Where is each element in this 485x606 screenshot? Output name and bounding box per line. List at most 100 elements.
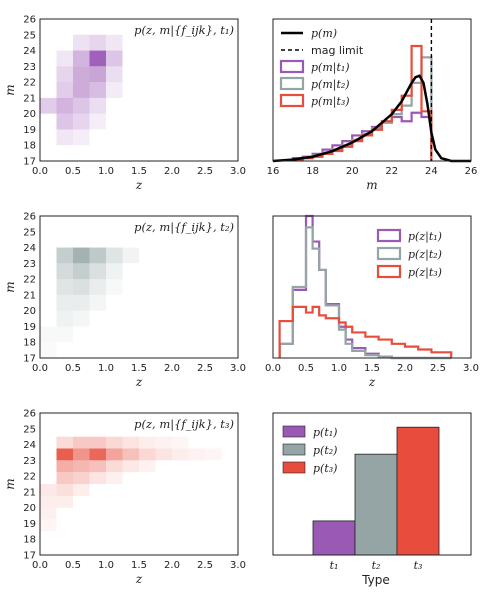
heatmap-cell <box>106 82 123 98</box>
x-tick-label: 3.0 <box>463 363 479 374</box>
heatmap-cell <box>122 448 139 461</box>
heatmap-cell <box>106 263 123 280</box>
heatmap-cell <box>172 448 189 461</box>
x-tick-label: 1.0 <box>331 363 347 374</box>
legend-label: mag limit <box>311 44 364 57</box>
heatmap-cell <box>89 472 106 484</box>
legend-box-handle <box>279 76 305 91</box>
heatmap-cell <box>73 448 90 461</box>
heatmap-cell <box>73 66 90 83</box>
heatmap-cell <box>89 279 106 295</box>
x-tick-label: 2.0 <box>397 363 413 374</box>
hist-z-axes-frame <box>272 215 472 359</box>
heatmap-cell <box>56 460 73 473</box>
x-tick-label: 3.0 <box>230 363 246 374</box>
legend-box-handle <box>279 93 305 108</box>
heatmap-cell <box>73 82 90 98</box>
x-tick-label: 18 <box>306 166 319 177</box>
x-tick-label: 2.0 <box>164 363 180 374</box>
histogram-series-3 <box>278 305 453 358</box>
legend-label: p(z|t₃) <box>408 266 442 280</box>
heatmap-cell <box>122 436 139 449</box>
x-tick-label: 0.5 <box>65 166 81 177</box>
heatmap-cell <box>139 436 156 449</box>
heatmap-cell <box>73 97 90 114</box>
heatmap-cell <box>89 113 106 130</box>
heatmap-cell <box>56 472 73 484</box>
x-axis-label: z <box>135 178 143 192</box>
heatmap-cell <box>73 263 90 280</box>
legend-box-handle <box>376 228 402 243</box>
heatmap-cell <box>73 310 90 327</box>
heatmap-cell <box>56 448 73 461</box>
histogram-series-2 <box>278 226 452 360</box>
y-tick-label: 20 <box>23 306 36 317</box>
bar-type-panel: t₁ t₂ t₃ Type p(t₁) p(t₂) p(t₃) <box>282 425 440 587</box>
heat2-panel: 0.0 0.5 1.0 1.5 2.0 2.5 3.0 17 18 19 20 21 22 23 24 25 2… <box>3 212 246 390</box>
heatmap-cell <box>40 495 57 508</box>
legend-label: p(m|t₁) <box>311 61 350 75</box>
x-tick-label: 2.5 <box>197 560 213 571</box>
x-tick-label: 3.0 <box>230 560 246 571</box>
heatmap-cell <box>106 66 123 83</box>
heatmap-cell <box>73 294 90 311</box>
heatmap-cell <box>56 129 73 146</box>
bar-2 <box>354 453 398 556</box>
y-tick-label: 26 <box>23 212 36 223</box>
y-tick-label: 17 <box>23 354 36 365</box>
y-tick-label: 18 <box>23 535 36 546</box>
heatmap-cell <box>56 436 73 449</box>
y-tick-label: 23 <box>23 259 36 270</box>
heatmap-cell <box>56 82 73 98</box>
y-tick-label: 22 <box>23 78 36 89</box>
x-axis-label: z <box>135 375 143 389</box>
heatmap-cell <box>106 436 123 449</box>
legend-label: p(m) <box>311 27 337 40</box>
x-tick-label: 24 <box>425 166 438 177</box>
heatmap-cell <box>56 326 73 343</box>
y-tick-label: 24 <box>23 440 36 451</box>
heatmap-cell <box>122 460 139 473</box>
x-tick-label: t₂ <box>372 559 381 572</box>
heatmap-cell <box>89 448 106 461</box>
y-tick-label: 19 <box>23 125 36 136</box>
heat2-axes-frame <box>39 215 239 359</box>
heatmap-cell <box>56 113 73 130</box>
bar-1 <box>312 520 356 556</box>
y-tick-label: 26 <box>23 409 36 420</box>
panel-annotation: p(z, m|{f_ijk}, t₃) <box>134 417 234 432</box>
heat3-axes-frame <box>39 412 239 556</box>
heatmap-cell <box>89 247 106 264</box>
x-tick-label: 2.5 <box>197 166 213 177</box>
p-m-curve <box>272 74 471 163</box>
x-tick-label: 1.0 <box>98 560 114 571</box>
y-tick-label: 17 <box>23 551 36 562</box>
heat1-panel: 0.0 0.5 1.0 1.5 2.0 2.5 3.0 17 18 19 20 21 22 23 24 25 2… <box>3 15 246 193</box>
hist-z-panel: 0.0 0.5 1.0 1.5 2.0 2.5 3.0 z p(z|t₁) p(z|t₂) p(z|… <box>265 214 479 389</box>
y-tick-label: 22 <box>23 472 36 483</box>
bar-type-axes-frame <box>272 412 472 556</box>
x-tick-label: 0.0 <box>32 363 48 374</box>
y-axis-label: m <box>3 478 17 489</box>
legend-label: p(t₃) <box>313 462 337 475</box>
x-tick-label: 0.0 <box>32 560 48 571</box>
heatmap-cell <box>89 436 106 449</box>
heatmap-cell <box>40 484 57 496</box>
heatmap-cell <box>139 448 156 461</box>
heatmap-cell <box>40 519 57 532</box>
heat3-panel: 0.0 0.5 1.0 1.5 2.0 2.5 3.0 17 18 19 20 21 22 23 24 25 2… <box>3 409 246 587</box>
x-axis-label: Type <box>361 573 390 587</box>
y-tick-label: 17 <box>23 157 36 168</box>
y-tick-label: 25 <box>23 424 36 435</box>
heatmap-cell <box>40 342 57 358</box>
heatmap-cell <box>73 484 90 496</box>
x-tick-label: t₁ <box>330 559 339 572</box>
legend-box-handle <box>279 59 305 74</box>
y-tick-label: 25 <box>23 227 36 238</box>
heatmap-cell <box>56 310 73 327</box>
x-tick-label: 0.0 <box>32 166 48 177</box>
y-tick-label: 19 <box>23 519 36 530</box>
x-tick-label: 22 <box>385 166 398 177</box>
heatmap-cell <box>106 279 123 295</box>
